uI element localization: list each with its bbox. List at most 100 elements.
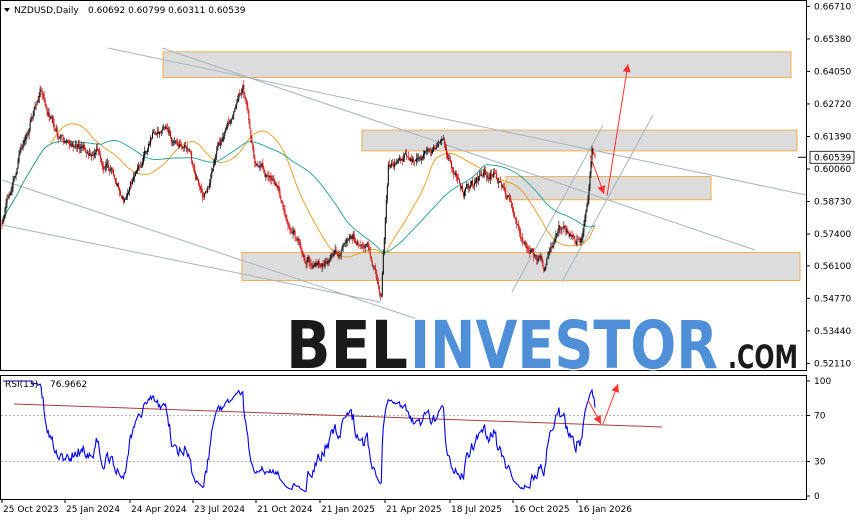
candle: [583, 219, 585, 238]
candle: [388, 159, 390, 170]
candle: [259, 161, 261, 172]
symbol-label: NZDUSD,Daily: [14, 6, 79, 16]
candle: [530, 247, 532, 254]
candle: [253, 145, 255, 160]
candle: [61, 133, 63, 137]
candle: [582, 228, 584, 243]
candle: [398, 154, 400, 161]
candle: [515, 217, 517, 225]
candle: [543, 265, 545, 274]
projection-arrow: [587, 399, 602, 425]
candle: [528, 245, 530, 254]
candle: [76, 143, 78, 153]
candle: [470, 180, 472, 190]
svg-text:0.64050: 0.64050: [814, 67, 851, 77]
candle: [110, 166, 112, 175]
candle: [468, 182, 470, 193]
candle: [300, 242, 302, 252]
candle: [538, 255, 540, 262]
candle: [564, 225, 566, 230]
candle: [426, 146, 428, 155]
candle: [34, 101, 36, 111]
trend-line: [511, 124, 604, 293]
candle: [575, 240, 577, 246]
candle: [54, 127, 56, 132]
candle: [166, 124, 168, 130]
candle: [541, 254, 543, 264]
candle: [367, 240, 369, 253]
candle: [156, 131, 158, 137]
candle: [381, 271, 383, 298]
svg-text:23 Jul 2024: 23 Jul 2024: [194, 505, 245, 515]
candle: [268, 171, 270, 183]
candle: [167, 123, 169, 133]
candle: [585, 209, 587, 222]
candle: [553, 239, 555, 249]
dropdown-triangle-icon[interactable]: [4, 8, 10, 12]
candle: [12, 175, 14, 193]
candle: [492, 174, 494, 178]
svg-text:0.66710: 0.66710: [814, 2, 851, 12]
candle: [262, 158, 264, 170]
candle: [147, 141, 149, 153]
candle: [290, 227, 292, 235]
candle: [66, 139, 68, 144]
candle: [179, 139, 181, 148]
candle: [500, 176, 502, 183]
candle: [558, 220, 560, 237]
candle: [288, 221, 290, 229]
candle: [207, 185, 209, 194]
candle: [529, 245, 531, 258]
candle: [278, 180, 280, 195]
candle: [202, 188, 204, 203]
candle: [361, 240, 363, 250]
candle: [193, 164, 195, 172]
candle: [223, 132, 225, 143]
candle: [192, 159, 194, 168]
time-axis: 25 Oct 2023 25 Jan 2024 24 Apr 2024 23 Jul …: [1, 499, 632, 515]
candle: [374, 263, 376, 274]
candle: [162, 125, 164, 134]
candle: [568, 231, 570, 238]
candle: [428, 148, 430, 153]
projection-arrow: [602, 383, 619, 425]
candle: [169, 126, 171, 137]
watermark-com: .COM: [728, 338, 798, 376]
candle: [276, 182, 278, 190]
candle: [533, 247, 535, 262]
candle: [153, 128, 155, 134]
candle: [516, 216, 518, 229]
candle: [350, 235, 352, 240]
candle: [431, 147, 433, 154]
candle: [493, 168, 495, 179]
candle: [271, 175, 273, 185]
candle: [401, 156, 403, 166]
candle: [409, 156, 411, 162]
trendlines-layer: [1, 47, 807, 321]
candle: [239, 89, 241, 97]
candle: [502, 184, 504, 189]
trend-line: [561, 114, 654, 283]
candle: [447, 151, 449, 161]
candle: [508, 194, 510, 197]
candle: [369, 246, 371, 259]
candle: [37, 95, 39, 103]
candle: [71, 141, 73, 147]
candle: [524, 240, 526, 246]
candle: [22, 139, 24, 151]
candle: [165, 124, 167, 130]
candle: [356, 239, 358, 246]
candle: [111, 167, 113, 173]
candle: [462, 183, 464, 193]
candle: [280, 195, 282, 203]
candle: [378, 285, 380, 297]
candle: [19, 146, 21, 156]
rsi-arrows-layer: [587, 383, 619, 425]
candle: [511, 200, 513, 209]
candle: [326, 257, 328, 266]
candle: [92, 150, 94, 161]
candle: [329, 254, 331, 262]
candle: [460, 182, 462, 192]
svg-text:0.61390: 0.61390: [814, 132, 851, 142]
candle: [333, 250, 335, 257]
